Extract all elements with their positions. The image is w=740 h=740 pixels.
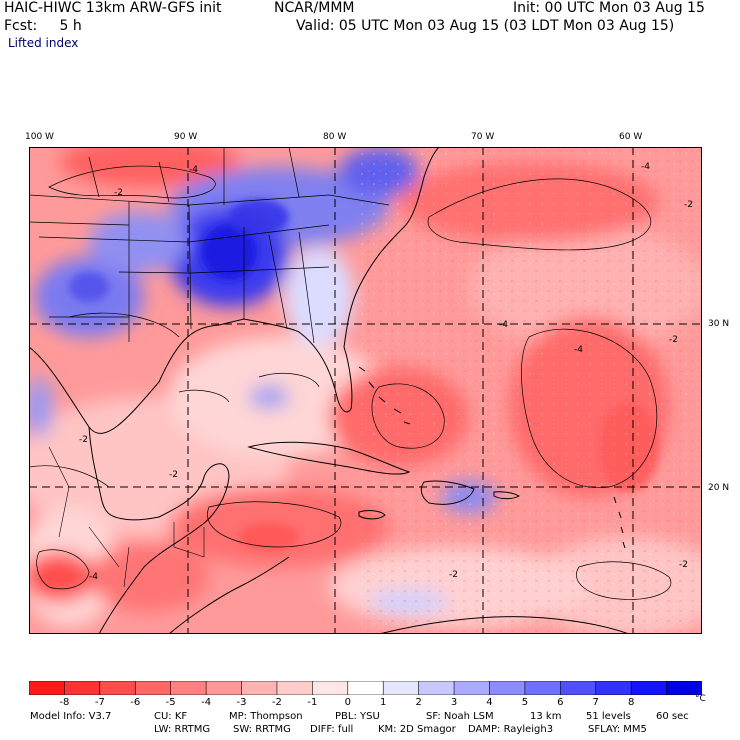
surface-scheme: SF: Noah LSM <box>426 711 494 722</box>
colorbar-swatch <box>312 681 349 695</box>
colorbar-tick-label: -3 <box>236 697 247 708</box>
contour-label: -2 <box>114 188 123 198</box>
cumulus-scheme: CU: KF <box>154 711 188 722</box>
colorbar-tick-label: 1 <box>380 697 387 708</box>
colorbar-tick-label: 0 <box>344 697 351 708</box>
contour-label: -4 <box>641 162 650 172</box>
colorbar-swatch <box>382 681 420 695</box>
field-name: Lifted index <box>8 36 79 50</box>
longwave-scheme: LW: RRTMG <box>154 724 211 735</box>
colorbar-tick-label: 7 <box>592 697 599 708</box>
contour-label: -4 <box>89 572 98 582</box>
lon-label-80w: 80 W <box>323 132 347 142</box>
valid-time: Valid: 05 UTC Mon 03 Aug 15 (03 LDT Mon … <box>296 18 675 34</box>
colorbar-swatch <box>99 681 137 695</box>
state-borders <box>29 147 390 344</box>
colorbar-tick-label: -5 <box>165 697 176 708</box>
colorbar-tick-label: -7 <box>94 697 105 708</box>
shortwave-scheme: SW: RRTMG <box>233 724 291 735</box>
grid-spacing: 13 km <box>530 711 562 722</box>
colorbar-tick-label: -8 <box>59 697 70 708</box>
lifted-index-map: -4 -2 -4 -2 -2 -2 -2 -4 -4 -2 -2 -4 <box>29 147 702 634</box>
lon-label-90w: 90 W <box>174 132 198 142</box>
colorbar-swatch <box>560 681 597 695</box>
vertical-levels: 51 levels <box>586 711 631 722</box>
lon-label-70w: 70 W <box>471 132 495 142</box>
contour-label: -2 <box>669 335 678 345</box>
colorbar-swatch <box>64 681 101 695</box>
colorbar-swatch <box>630 681 668 695</box>
colorbar-tick-label: -6 <box>130 697 141 708</box>
colorbar-tick-label: 5 <box>521 697 529 708</box>
colorbar-tick-label: -4 <box>201 697 212 708</box>
colorbar-swatch <box>595 681 632 695</box>
map-frame <box>29 147 702 634</box>
forecast-hour: Fcst: 5 h <box>4 18 82 34</box>
lat-label-20n: 20 N <box>708 483 730 493</box>
colorbar-swatch <box>524 681 562 695</box>
colorbar-swatch <box>134 681 172 695</box>
lat-lon-grid <box>29 147 702 634</box>
contour-label: -4 <box>574 345 583 355</box>
contour-lines <box>29 165 672 600</box>
colorbar-tick-label: 6 <box>557 697 564 708</box>
contour-label: -2 <box>169 470 178 480</box>
colorbar-swatch <box>205 681 243 695</box>
diffusion-option: DIFF: full <box>310 724 354 735</box>
contour-label: -4 <box>499 320 508 330</box>
colorbar-swatch <box>453 681 491 695</box>
colorbar-tick-label: 4 <box>486 697 493 708</box>
colorbar-swatch <box>418 681 455 695</box>
model-title: HAIC-HIWC 13km ARW-GFS init <box>4 0 222 16</box>
time-step: 60 sec <box>656 711 689 722</box>
colorbar-tick-label: 2 <box>415 697 422 708</box>
colorbar-swatch <box>170 681 207 695</box>
colorbar-tick-label: 8 <box>627 697 635 708</box>
colorbar-unit: °C <box>695 694 706 704</box>
contour-label: -2 <box>679 560 688 570</box>
lat-label-30n: 30 N <box>708 319 730 329</box>
lon-label-100w: 100 W <box>25 132 54 142</box>
colorbar-swatch <box>29 681 66 695</box>
colorbar-swatch <box>241 681 278 695</box>
lon-label-60w: 60 W <box>619 132 643 142</box>
damping-option: DAMP: Rayleigh3 <box>468 724 554 735</box>
colorbar-swatch <box>489 681 526 695</box>
contour-label: -2 <box>79 435 88 445</box>
init-time: Init: 00 UTC Mon 03 Aug 15 <box>513 0 705 16</box>
colorbar-swatch <box>276 681 314 695</box>
eddy-coefficient-option: KM: 2D Smagor <box>378 724 456 735</box>
pbl-scheme: PBL: YSU <box>335 711 380 722</box>
model-version: Model Info: V3.7 <box>30 711 112 722</box>
organization: NCAR/MMM <box>274 0 355 16</box>
colorbar <box>29 681 702 695</box>
colorbar-tick-label: -1 <box>307 697 318 708</box>
contour-label: -2 <box>684 200 693 210</box>
microphysics-scheme: MP: Thompson <box>229 711 303 722</box>
colorbar-tick-label: 3 <box>450 697 458 708</box>
contour-label: -2 <box>449 570 458 580</box>
surface-layer-scheme: SFLAY: MM5 <box>588 724 647 735</box>
colorbar-tick-label: -2 <box>271 697 282 708</box>
colorbar-swatch <box>347 681 385 695</box>
colorbar-swatch <box>666 681 702 695</box>
coastlines <box>29 147 630 634</box>
contour-label: -4 <box>189 165 198 175</box>
